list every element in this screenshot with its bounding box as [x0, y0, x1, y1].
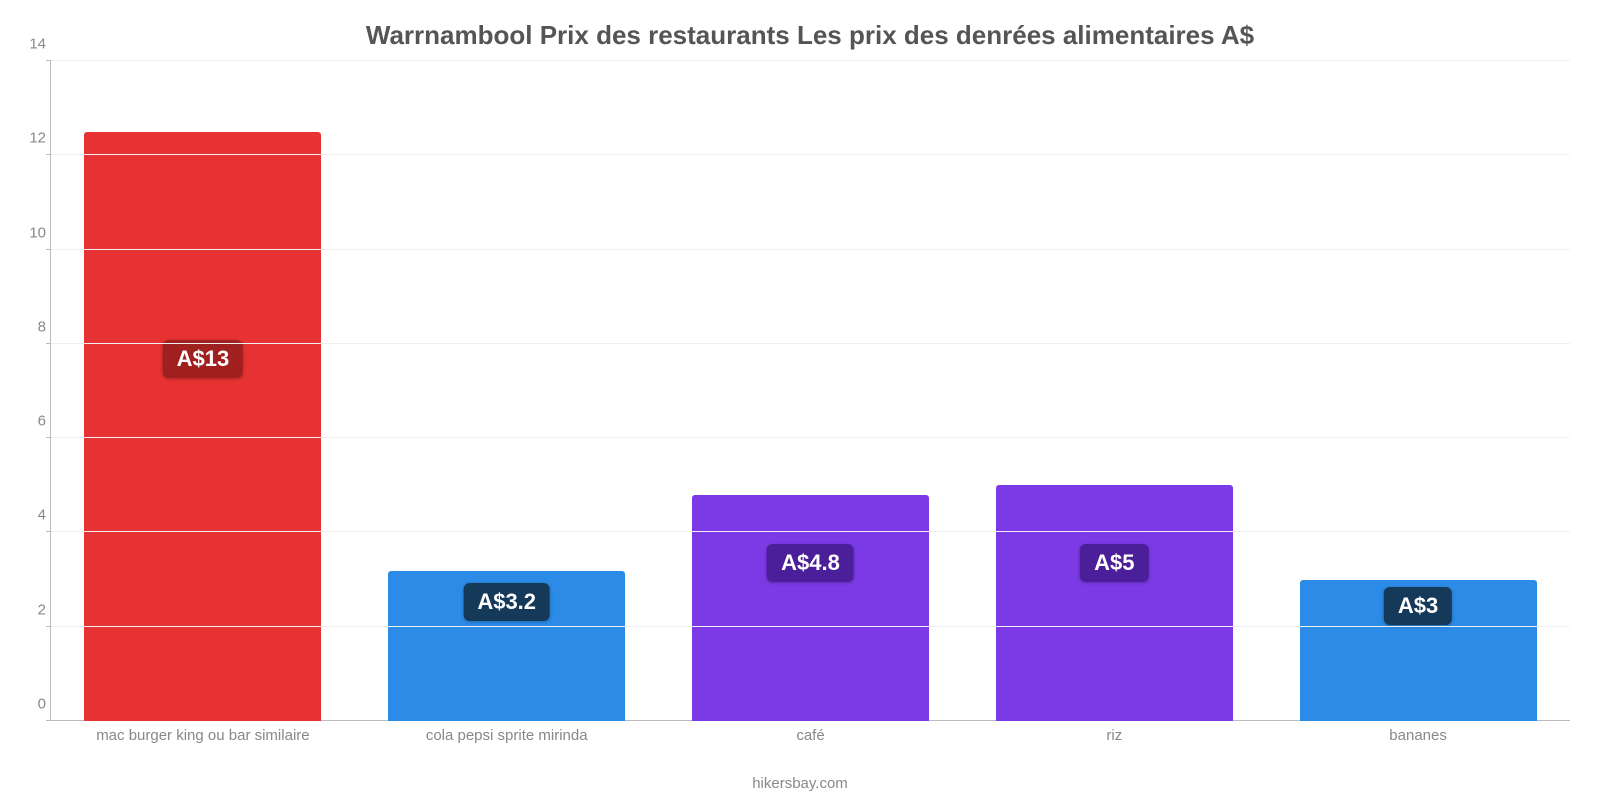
bar — [996, 485, 1233, 721]
y-tick-label: 2 — [16, 601, 46, 618]
y-tick-label: 4 — [16, 507, 46, 524]
y-tick-label: 10 — [16, 224, 46, 241]
bar-slot: A$13 — [51, 61, 355, 721]
x-axis-label: café — [659, 727, 963, 744]
x-axis-label: riz — [962, 727, 1266, 744]
y-tick-label: 8 — [16, 318, 46, 335]
source-attribution: hikersbay.com — [0, 775, 1600, 792]
y-tick-label: 0 — [16, 696, 46, 713]
y-tick-mark — [46, 60, 51, 61]
bar-slot: A$4.8 — [659, 61, 963, 721]
bar-value-label: A$3.2 — [463, 583, 550, 621]
y-tick-mark — [46, 154, 51, 155]
grid-line — [51, 531, 1570, 532]
grid-line — [51, 343, 1570, 344]
x-axis-label: cola pepsi sprite mirinda — [355, 727, 659, 744]
plot-area: A$13A$3.2A$4.8A$5A$3 mac burger king ou … — [50, 61, 1570, 721]
bar — [84, 132, 321, 721]
grid-line — [51, 437, 1570, 438]
bar-value-label: A$4.8 — [767, 544, 854, 582]
y-tick-label: 14 — [16, 36, 46, 53]
bar — [692, 495, 929, 721]
y-tick-mark — [46, 720, 51, 721]
bar-value-label: A$13 — [163, 340, 244, 378]
y-tick-mark — [46, 343, 51, 344]
chart-container: Warrnambool Prix des restaurants Les pri… — [0, 0, 1600, 800]
y-tick-mark — [46, 626, 51, 627]
y-tick-mark — [46, 531, 51, 532]
bar-value-label: A$3 — [1384, 587, 1452, 625]
x-axis-label: bananes — [1266, 727, 1570, 744]
chart-title: Warrnambool Prix des restaurants Les pri… — [50, 20, 1570, 51]
bar-slot: A$3 — [1266, 61, 1570, 721]
bar-slot: A$3.2 — [355, 61, 659, 721]
grid-line — [51, 626, 1570, 627]
y-tick-mark — [46, 249, 51, 250]
y-tick-label: 6 — [16, 413, 46, 430]
grid-line — [51, 249, 1570, 250]
x-axis-labels: mac burger king ou bar similairecola pep… — [51, 727, 1570, 744]
y-tick-mark — [46, 437, 51, 438]
grid-line — [51, 60, 1570, 61]
bar-value-label: A$5 — [1080, 544, 1148, 582]
x-axis-label: mac burger king ou bar similaire — [51, 727, 355, 744]
grid-line — [51, 154, 1570, 155]
bar-slot: A$5 — [962, 61, 1266, 721]
y-tick-label: 12 — [16, 130, 46, 147]
bars-group: A$13 A$3.2 A$4.8 A$5 A$3 — [51, 61, 1570, 721]
